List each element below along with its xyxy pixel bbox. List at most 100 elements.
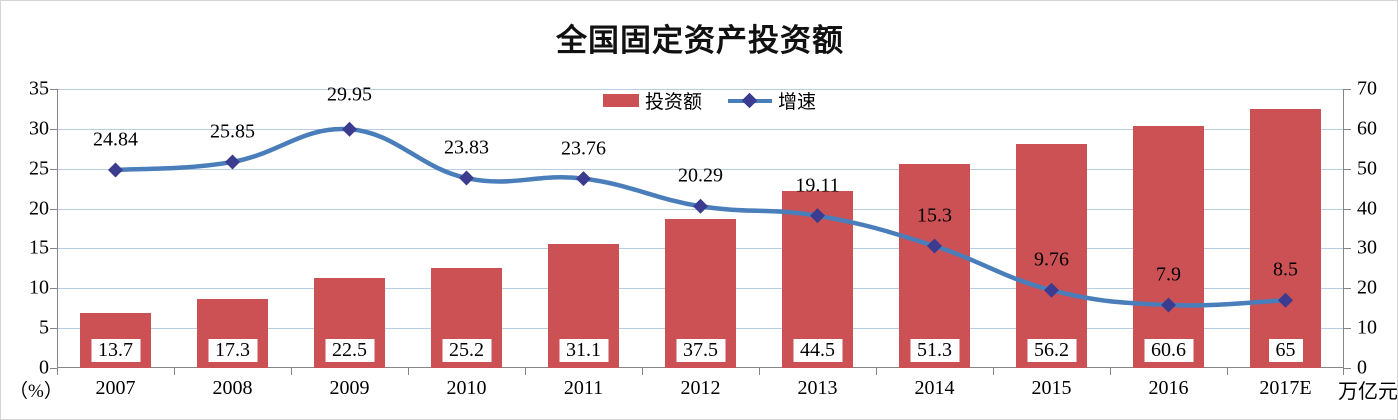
chart-legend: 投资额 增速 (603, 87, 816, 114)
x-axis-tick-label: 2015 (1031, 377, 1072, 399)
left-axis-tick-label: 10 (29, 276, 49, 299)
right-axis-tick-label: 0 (1357, 356, 1367, 379)
x-axis-tick (1227, 368, 1228, 375)
line-diamond-marker-icon (459, 170, 474, 186)
line-value-label: 23.76 (561, 137, 606, 160)
bar-value-label: 37.5 (676, 339, 725, 362)
legend-item-bar: 投资额 (603, 87, 702, 114)
bar (1249, 108, 1322, 368)
line-diamond-marker-icon (108, 162, 123, 178)
line-value-label: 15.3 (917, 204, 952, 227)
right-axis-tick-label: 20 (1357, 276, 1377, 299)
left-axis-tick (50, 248, 57, 250)
x-axis-tick (876, 368, 877, 375)
right-axis-tick-label: 70 (1357, 77, 1377, 100)
line-diamond-marker-icon (576, 171, 591, 187)
x-axis-tick-label: 2010 (446, 377, 487, 399)
left-axis-tick (50, 89, 57, 90)
right-axis-tick-label: 30 (1357, 236, 1377, 259)
x-axis-tick-label: 2009 (329, 377, 370, 399)
left-axis-tick-label: 30 (29, 117, 49, 140)
left-axis-tick-label: 20 (29, 197, 49, 220)
left-axis-tick (50, 288, 57, 290)
bar-swatch-icon (603, 94, 639, 107)
x-axis-tick-label: 2011 (563, 377, 604, 399)
bar (1132, 126, 1205, 368)
x-axis-tick (759, 368, 760, 375)
plot-area: 13.7 17.3 22.5 25.2 31.1 37.5 44.5 51.3 56.2 60.6… (50, 84, 1351, 375)
line-value-label: 25.85 (210, 120, 255, 143)
right-axis-tick-label: 60 (1357, 117, 1377, 140)
x-axis-tick (642, 368, 643, 375)
left-axis-tick (50, 128, 57, 130)
bar-value-label: 22.5 (325, 339, 374, 362)
right-axis-tick-label: 40 (1357, 197, 1377, 220)
bar-value-label: 13.7 (91, 339, 140, 362)
x-axis-tick (1110, 368, 1111, 375)
right-axis-unit: 万亿元 (1338, 379, 1398, 403)
line-value-label: 8.5 (1273, 258, 1298, 281)
bar-value-label: 17.3 (208, 339, 257, 362)
line-value-label: 24.84 (93, 128, 138, 151)
left-axis-tick-label: 5 (39, 316, 49, 339)
left-axis-tick-label: 25 (29, 157, 49, 180)
line-diamond-marker-icon (693, 198, 708, 214)
left-axis-tick (50, 368, 57, 369)
bar (898, 163, 971, 368)
left-axis-tick (50, 328, 57, 330)
bar-value-label: 51.3 (910, 339, 959, 362)
line-diamond-marker-icon (225, 154, 240, 170)
right-axis-tick (1344, 288, 1351, 290)
x-axis-tick (993, 368, 994, 375)
line-value-label: 20.29 (678, 164, 723, 187)
bar-value-label: 44.5 (793, 339, 842, 362)
right-axis-tick (1344, 368, 1351, 369)
bar-value-label: 25.2 (442, 339, 491, 362)
x-axis-tick-label: 2008 (212, 377, 253, 399)
legend-label-bar: 投资额 (645, 91, 703, 113)
x-axis-tick (1343, 368, 1344, 375)
right-axis-tick (1344, 89, 1351, 90)
x-axis-tick-label: 2007 (95, 377, 136, 399)
right-axis-tick (1344, 248, 1351, 250)
x-axis-tick (408, 368, 409, 375)
left-axis-tick (50, 168, 57, 170)
legend-label-line: 增速 (778, 91, 817, 113)
x-axis-tick (291, 368, 292, 375)
line-value-label: 7.9 (1156, 263, 1181, 286)
left-axis-line (57, 89, 58, 368)
bar-value-label: 65 (1268, 339, 1303, 362)
right-axis-tick (1344, 328, 1351, 330)
line-value-label: 29.95 (327, 83, 372, 106)
x-axis-tick-label: 2013 (797, 377, 838, 399)
line-value-label: 9.76 (1034, 248, 1069, 271)
line-diamond-swatch-icon (728, 92, 773, 109)
gridline (57, 89, 1344, 90)
left-axis-tick-label: 15 (29, 236, 49, 259)
line-value-label: 19.11 (795, 174, 840, 197)
left-axis-tick-label: 0 (39, 356, 49, 379)
right-axis-tick-label: 10 (1357, 316, 1377, 339)
x-axis-tick-label: 2014 (914, 377, 955, 399)
right-axis-tick (1344, 208, 1351, 210)
x-axis-tick (525, 368, 526, 375)
x-axis-tick-label: 2012 (680, 377, 721, 399)
right-axis-line (1343, 89, 1344, 368)
left-axis-unit: （%） (9, 381, 63, 402)
x-axis-tick-label: 2016 (1148, 377, 1189, 399)
line-value-label: 23.83 (444, 136, 489, 159)
bar-value-label: 56.2 (1027, 339, 1076, 362)
x-axis-tick (57, 368, 58, 375)
chart-title: 全国固定资产投资额 (556, 23, 844, 59)
bar-value-label: 31.1 (559, 339, 608, 362)
x-axis-tick (174, 368, 175, 375)
x-axis-tick-label: 2017E (1259, 377, 1312, 399)
bar-value-label: 60.6 (1144, 339, 1193, 362)
right-axis-tick (1344, 128, 1351, 130)
legend-item-line: 增速 (728, 87, 816, 114)
right-axis-tick (1344, 168, 1351, 170)
left-axis-tick (50, 208, 57, 210)
right-axis-tick-label: 50 (1357, 157, 1377, 180)
left-axis-tick-label: 35 (29, 77, 49, 100)
